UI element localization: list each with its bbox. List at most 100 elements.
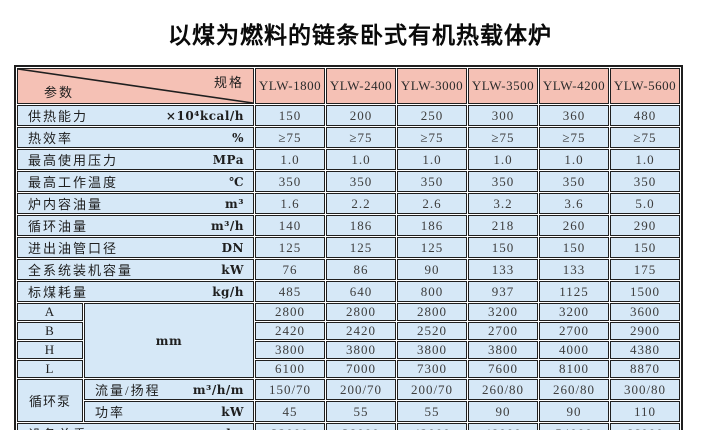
cell-value: ≥75 [610,127,680,148]
pump-label: 循环泵 [17,379,83,422]
cell-value: 300/80 [610,379,680,400]
cell-value: 480 [610,105,680,126]
param-cell: 设备总重 kg [17,423,254,430]
row-unit: ℃ [229,174,244,189]
cell-value: 90 [539,401,609,422]
spec-table: 规格 参数 YLW-1800 YLW-2400 YLW-3000 YLW-350… [14,65,683,430]
cell-value: 1125 [539,281,609,302]
cell-value: 133 [539,259,609,280]
cell-value: 3.2 [468,193,538,214]
cell-value: 3800 [255,341,325,359]
cell-value: 7600 [468,360,538,378]
row-unit: m³ [225,196,244,211]
cell-value: 2800 [326,303,396,321]
cell-value: 290 [610,215,680,236]
cell-value: 200/70 [397,379,467,400]
cell-value: 2800 [255,303,325,321]
cell-value: 350 [326,171,396,192]
cell-value: 32000 [255,423,325,430]
cell-value: ≥75 [255,127,325,148]
cell-value: 5.0 [610,193,680,214]
table-row-pump-flow: 循环泵 流量/扬程 m³/h/m 150/70 200/70 200/70 26… [17,379,680,422]
cell-value: 8870 [610,360,680,378]
table-row-thermal-efficiency: 热效率 % ≥75 ≥75 ≥75 ≥75 ≥75 ≥75 [17,127,680,148]
row-label: 炉内容油量 [28,197,104,212]
cell-value: 125 [326,237,396,258]
corner-param-label: 参数 [44,85,75,100]
cell-value: 350 [468,171,538,192]
param-cell: 循环油量 m³/h [17,215,254,236]
param-cell: 标煤耗量 kg/h [17,281,254,302]
cell-value: 200/70 [326,379,396,400]
cell-value: 86 [326,259,396,280]
cell-value: 350 [539,171,609,192]
cell-value: 150/70 [255,379,325,400]
column-header-model-3: YLW-3500 [468,68,538,104]
cell-value: 2420 [326,322,396,340]
cell-value: 360 [539,105,609,126]
cell-value: 2800 [397,303,467,321]
table-row-heating-capacity: 供热能力 ×10⁴kcal/h 150 200 250 300 360 480 [17,105,680,126]
cell-value: 260/80 [539,379,609,400]
row-unit: kW [221,262,244,277]
column-header-model-0: YLW-1800 [255,68,325,104]
cell-value: 55 [397,401,467,422]
cell-value: 250 [397,105,467,126]
cell-value: 350 [397,171,467,192]
param-cell: 炉内容油量 m³ [17,193,254,214]
cell-value: 186 [326,215,396,236]
table-row-max-pressure: 最高使用压力 MPa 1.0 1.0 1.0 1.0 1.0 1.0 [17,149,680,170]
row-label: 循环油量 [28,219,89,234]
cell-value: ≥75 [468,127,538,148]
cell-value: 4000 [539,341,609,359]
cell-value: 218 [468,215,538,236]
row-unit: kW [221,404,244,419]
cell-value: 150 [468,237,538,258]
row-unit: % [232,130,244,145]
param-cell: 流量/扬程 m³/h/m [84,379,254,400]
corner-cell: 规格 参数 [17,68,254,104]
cell-value: 485 [255,281,325,302]
param-cell: 最高使用压力 MPa [17,149,254,170]
param-cell: 全系统装机容量 kW [17,259,254,280]
cell-value: 42000 [397,423,467,430]
cell-value: 66000 [610,423,680,430]
cell-value: 260 [539,215,609,236]
table-row-furnace-oil-volume: 炉内容油量 m³ 1.6 2.2 2.6 3.2 3.6 5.0 [17,193,680,214]
cell-value: 76 [255,259,325,280]
table-row-max-temperature: 最高工作温度 ℃ 350 350 350 350 350 350 [17,171,680,192]
cell-value: ≥75 [326,127,396,148]
row-label: 最高使用压力 [28,153,119,168]
cell-value: 200 [326,105,396,126]
cell-value: 8100 [539,360,609,378]
cell-value: 175 [610,259,680,280]
cell-value: 186 [397,215,467,236]
cell-value: 1.0 [610,149,680,170]
row-label: 供热能力 [28,109,89,124]
cell-value: 1.0 [397,149,467,170]
cell-value: 3.6 [539,193,609,214]
column-header-model-2: YLW-3000 [397,68,467,104]
row-label: 功率 [95,405,126,420]
cell-value: 2.2 [326,193,396,214]
cell-value: 3200 [539,303,609,321]
cell-value: 45 [255,401,325,422]
table-row-installed-capacity: 全系统装机容量 kW 76 86 90 133 133 175 [17,259,680,280]
cell-value: 1.0 [326,149,396,170]
table-row-dimension-h: H 3800 3800 3800 3800 4000 4380 [17,341,680,359]
cell-value: 140 [255,215,325,236]
cell-value: 2520 [397,322,467,340]
cell-value: 3200 [468,303,538,321]
cell-value: 1.6 [255,193,325,214]
row-label: 全系统装机容量 [28,263,134,278]
row-unit: m³/h [210,218,244,233]
cell-value: 90 [468,401,538,422]
page-title: 以煤为燃料的链条卧式有机热载体炉 [168,22,552,48]
cell-value: ≥75 [397,127,467,148]
cell-value: 150 [255,105,325,126]
cell-value: 90 [397,259,467,280]
dimension-label: B [17,322,83,340]
cell-value: ≥75 [539,127,609,148]
table-header-row: 规格 参数 YLW-1800 YLW-2400 YLW-3000 YLW-350… [17,68,680,104]
